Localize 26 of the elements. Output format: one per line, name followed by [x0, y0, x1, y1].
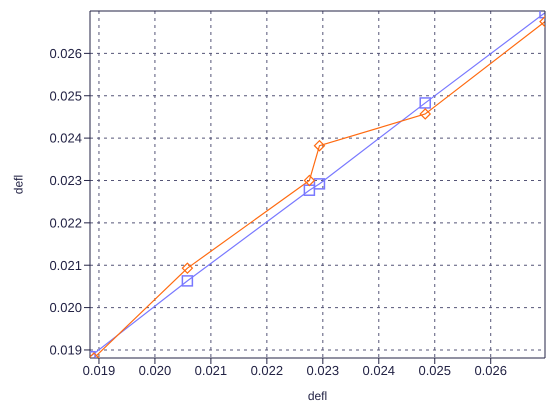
x-axis-title: defl: [308, 389, 328, 403]
y-tick-label: 0.023: [49, 173, 82, 188]
y-axis-title: defl: [11, 174, 26, 194]
y-tick-label: 0.019: [49, 342, 82, 358]
y-tick-label: 0.021: [49, 258, 82, 273]
y-tick-label: 0.026: [49, 46, 82, 61]
point: [420, 108, 431, 120]
point: [304, 184, 316, 196]
x-tick-label: 0.022: [250, 363, 284, 378]
x-tick-label: 0.023: [306, 363, 340, 378]
point: [182, 275, 194, 287]
x-tick-label: 0.021: [194, 363, 228, 378]
x-tick-label: 0.026: [474, 363, 507, 378]
x-tick-label: 0.024: [362, 363, 396, 378]
x-tick-label: 0.025: [418, 363, 452, 378]
point: [314, 178, 326, 190]
point: [304, 174, 315, 186]
x-tick-label: 0.019: [82, 363, 116, 378]
y-tick-label: 0.024: [49, 130, 82, 146]
point: [419, 97, 431, 109]
point: [182, 262, 193, 274]
y-tick-label: 0.020: [49, 300, 82, 316]
y-tick-label: 0.022: [49, 215, 82, 230]
y-tick-label: 0.025: [49, 88, 82, 104]
x-tick-label: 0.020: [138, 363, 172, 378]
point: [314, 140, 326, 152]
